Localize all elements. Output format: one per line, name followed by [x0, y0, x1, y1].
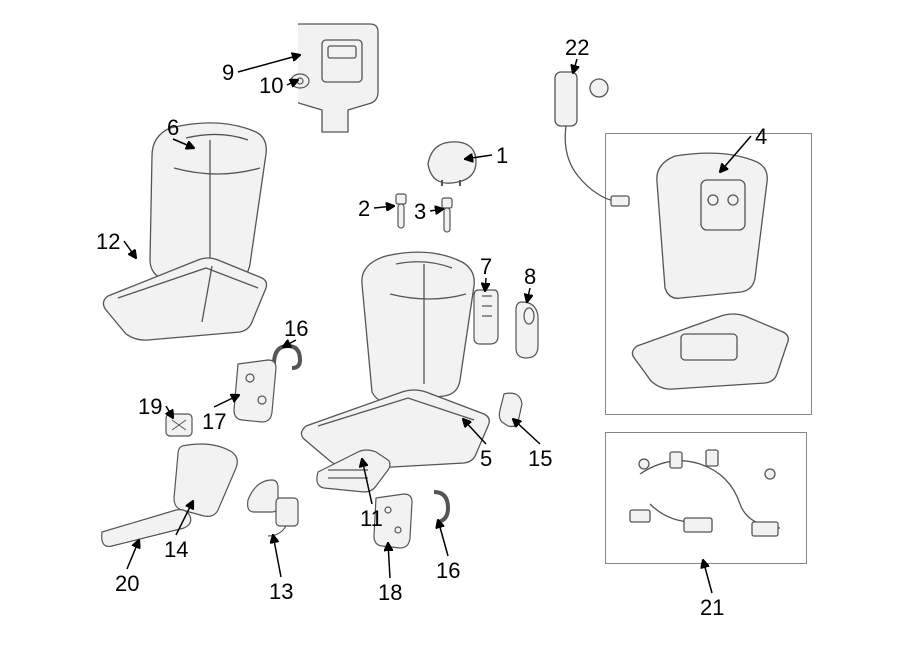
callout-label-8: 8 — [524, 264, 536, 290]
callout-label-10: 10 — [259, 73, 283, 99]
callout-label-19: 19 — [138, 394, 162, 420]
callout-label-11: 11 — [360, 506, 383, 532]
callout-label-14: 14 — [164, 537, 188, 563]
callout-label-16: 16 — [284, 316, 308, 342]
callout-label-5: 5 — [480, 446, 492, 472]
callout-label-12: 12 — [96, 229, 120, 255]
callout-label-1: 1 — [496, 143, 508, 169]
callout-label-16: 16 — [436, 558, 460, 584]
callout-label-2: 2 — [358, 196, 370, 222]
callout-label-3: 3 — [414, 199, 426, 225]
callout-label-22: 22 — [565, 35, 589, 61]
callout-label-13: 13 — [269, 579, 293, 605]
callout-label-15: 15 — [528, 446, 552, 472]
callout-label-21: 21 — [700, 595, 724, 621]
callout-label-4: 4 — [755, 124, 767, 150]
callout-label-9: 9 — [222, 60, 234, 86]
parts-diagram-canvas: 1234567891011121314151616171819202122 — [0, 0, 900, 661]
callout-label-17: 17 — [202, 409, 226, 435]
callout-label-7: 7 — [480, 254, 492, 280]
callout-label-6: 6 — [167, 115, 179, 141]
callout-label-20: 20 — [115, 571, 139, 597]
callout-label-18: 18 — [378, 580, 402, 606]
